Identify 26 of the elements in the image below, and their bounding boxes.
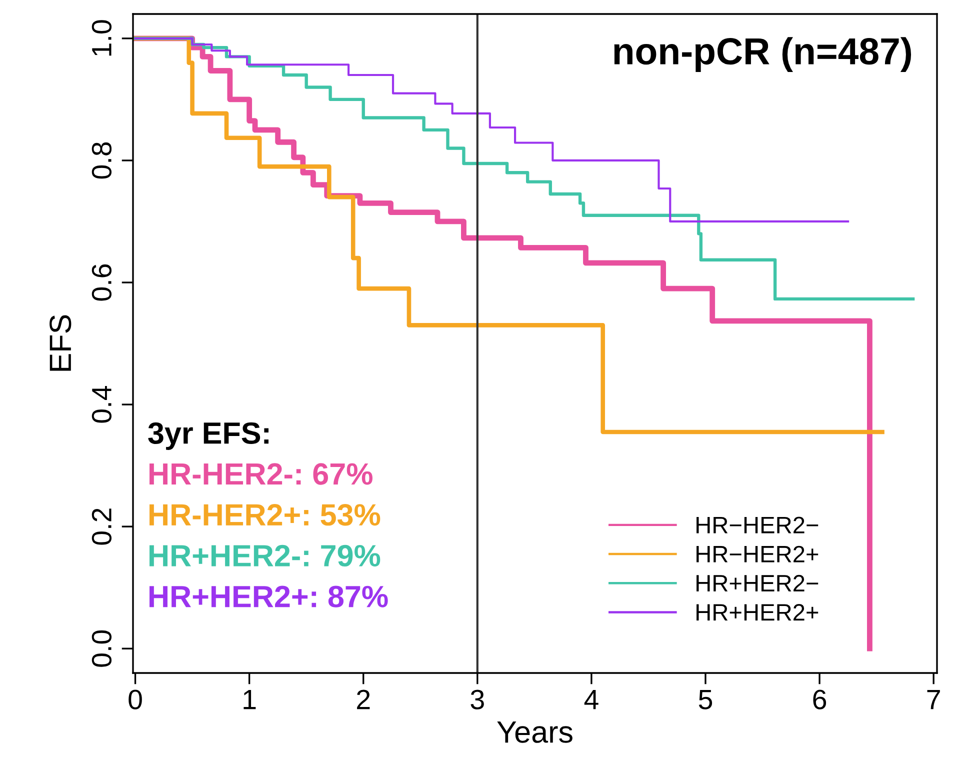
annotation: HR-HER2-: 67% xyxy=(150,463,372,485)
y-tick-label: 1.0 xyxy=(92,20,112,56)
x-tick-label: 7 xyxy=(927,690,940,710)
annotation: HR+HER2+: 87% xyxy=(150,586,388,608)
x-tick-label: 5 xyxy=(698,690,712,710)
x-axis-title: Years xyxy=(497,722,572,743)
legend-label: HR−HER2− xyxy=(696,516,818,534)
text: non-pCR (n=487) xyxy=(614,37,912,72)
x-tick-label: 2 xyxy=(357,690,370,710)
x-tick-label: 4 xyxy=(584,690,598,710)
x-tick-label: 3 xyxy=(470,690,484,710)
x-tick-label: 1 xyxy=(244,690,256,710)
legend-label: HR+HER2+ xyxy=(696,604,818,620)
x-tick-label: 6 xyxy=(813,690,826,710)
y-tick-label: 0.6 xyxy=(92,264,112,301)
y-tick-label: 0.2 xyxy=(92,508,112,545)
x-tick-label: 0 xyxy=(128,690,142,710)
y-tick-label: 0.4 xyxy=(92,386,112,423)
annotation: HR-HER2+: 53% xyxy=(150,504,380,526)
y-tick-label: 0.8 xyxy=(92,142,112,179)
annotation: 3yr EFS: xyxy=(148,422,268,450)
legend-label: HR−HER2+ xyxy=(696,546,818,562)
y-tick-label: 0.0 xyxy=(92,630,112,667)
annotation: HR+HER2-: 79% xyxy=(150,544,380,567)
legend-label: HR+HER2− xyxy=(696,574,818,592)
y-axis-title: EFS xyxy=(50,315,72,371)
